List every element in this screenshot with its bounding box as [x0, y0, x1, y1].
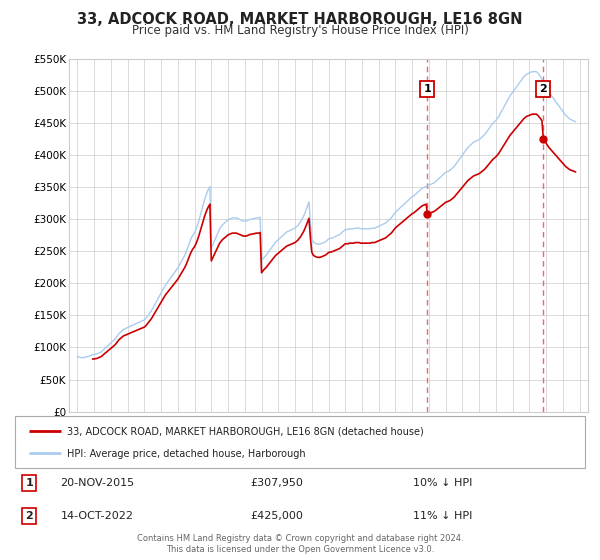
Text: Contains HM Land Registry data © Crown copyright and database right 2024.: Contains HM Land Registry data © Crown c…	[137, 534, 463, 543]
Text: 14-OCT-2022: 14-OCT-2022	[61, 511, 134, 521]
Text: 10% ↓ HPI: 10% ↓ HPI	[413, 478, 472, 488]
Text: 20-NOV-2015: 20-NOV-2015	[61, 478, 135, 488]
Text: 1: 1	[424, 84, 431, 94]
Text: 1: 1	[25, 478, 33, 488]
Text: 33, ADCOCK ROAD, MARKET HARBOROUGH, LE16 8GN (detached house): 33, ADCOCK ROAD, MARKET HARBOROUGH, LE16…	[67, 427, 424, 437]
Text: 2: 2	[25, 511, 33, 521]
Text: £307,950: £307,950	[251, 478, 304, 488]
Text: Price paid vs. HM Land Registry's House Price Index (HPI): Price paid vs. HM Land Registry's House …	[131, 24, 469, 37]
Text: HPI: Average price, detached house, Harborough: HPI: Average price, detached house, Harb…	[67, 449, 306, 459]
Text: £425,000: £425,000	[251, 511, 304, 521]
Text: This data is licensed under the Open Government Licence v3.0.: This data is licensed under the Open Gov…	[166, 545, 434, 554]
Text: 11% ↓ HPI: 11% ↓ HPI	[413, 511, 472, 521]
Text: 2: 2	[539, 84, 547, 94]
FancyBboxPatch shape	[15, 416, 585, 468]
Text: 33, ADCOCK ROAD, MARKET HARBOROUGH, LE16 8GN: 33, ADCOCK ROAD, MARKET HARBOROUGH, LE16…	[77, 12, 523, 27]
